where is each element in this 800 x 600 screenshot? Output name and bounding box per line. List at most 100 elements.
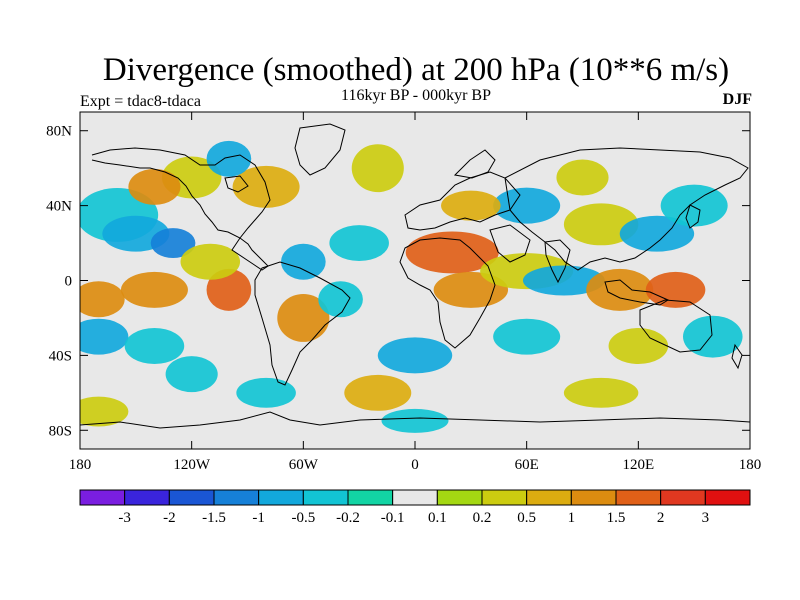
chart-title: Divergence (smoothed) at 200 hPa (10**6 … xyxy=(102,52,730,88)
colorbar-label: -0.1 xyxy=(381,510,405,526)
colorbar-label: -3 xyxy=(118,510,131,526)
divergence-patch xyxy=(381,408,449,433)
lat-label: 40S xyxy=(49,348,72,364)
coastline-hudson xyxy=(224,175,249,193)
divergence-patch xyxy=(405,231,499,274)
lat-label: 80N xyxy=(46,124,72,140)
colorbar-swatch xyxy=(213,489,260,506)
colorbar-label: 0.1 xyxy=(428,510,447,526)
divergence-patch xyxy=(351,144,404,193)
colorbar-swatch xyxy=(392,489,438,506)
coastlines xyxy=(80,123,750,429)
coastline-asia xyxy=(504,147,749,271)
divergence-patch xyxy=(80,396,129,427)
colorbar-swatch xyxy=(258,489,304,506)
longitude-axis: 180 120W 60W 0 60E 120E 180 xyxy=(69,112,762,473)
colorbar-label: -1.5 xyxy=(202,510,226,526)
divergence-patch xyxy=(180,243,241,280)
divergence-patch xyxy=(522,265,605,296)
coastline-india xyxy=(544,239,571,284)
divergence-patch xyxy=(80,281,125,318)
lat-label: 80S xyxy=(49,423,72,439)
colorbar-swatch xyxy=(168,489,215,506)
lon-label: 60W xyxy=(289,457,319,473)
lon-label: 180 xyxy=(739,457,762,473)
divergence-patch xyxy=(80,318,129,355)
divergence-patch xyxy=(608,328,669,365)
coastline-south-america xyxy=(254,261,351,386)
colorbar-label: 3 xyxy=(702,510,710,526)
lon-label: 0 xyxy=(411,457,419,473)
coastline-indonesia xyxy=(604,279,670,306)
divergence-patch xyxy=(619,215,695,252)
colorbar-label: -0.5 xyxy=(291,510,315,526)
divergence-patch xyxy=(206,268,252,311)
divergence-patch xyxy=(281,243,326,280)
colorbar-label: 2 xyxy=(657,510,665,526)
coastline-australia xyxy=(639,299,713,353)
divergence-patch xyxy=(329,225,389,262)
coastline-greenland xyxy=(294,123,346,176)
colorbar-label: 1.5 xyxy=(607,510,626,526)
divergence-patch xyxy=(660,184,728,227)
chart-subtitle: 116kyr BP - 000kyr BP xyxy=(341,87,491,104)
divergence-patch xyxy=(441,190,501,221)
coastline-scandinavia xyxy=(453,149,496,179)
colorbar-swatch xyxy=(704,489,751,506)
colorbar-label: 1 xyxy=(568,510,576,526)
lat-label: 0 xyxy=(65,274,73,290)
divergence-field xyxy=(80,140,743,433)
season-label: DJF xyxy=(722,91,752,108)
divergence-patch xyxy=(165,356,218,393)
coastline-arabia xyxy=(489,224,531,263)
colorbar-swatch xyxy=(79,489,126,506)
divergence-patch xyxy=(683,315,743,358)
coastline-antarctica xyxy=(80,411,750,429)
colorbar-label: -2 xyxy=(163,510,176,526)
coastline-north-america xyxy=(91,147,271,271)
colorbar: -3 -2 -1.5 -1 -0.5 -0.2 -0.1 0.1 0.2 0.5 1 1.5 2 3 xyxy=(79,489,751,526)
divergence-patch xyxy=(493,318,561,355)
lon-label: 180 xyxy=(69,457,92,473)
colorbar-swatch xyxy=(302,489,349,506)
colorbar-label: 0.5 xyxy=(517,510,536,526)
colorbar-swatch xyxy=(526,489,572,506)
divergence-patch xyxy=(563,203,639,246)
divergence-patch xyxy=(206,140,252,177)
colorbar-swatch xyxy=(570,489,617,506)
divergence-patch xyxy=(236,377,296,408)
divergence-patch xyxy=(493,187,561,224)
colorbar-swatch xyxy=(436,489,483,506)
colorbar-label: 0.2 xyxy=(473,510,492,526)
latitude-axis: 80N 40N 0 40S 80S xyxy=(46,124,750,439)
coastline-new-zealand xyxy=(731,343,743,370)
divergence-patch xyxy=(120,271,188,308)
colorbar-swatch xyxy=(615,489,662,506)
divergence-patch xyxy=(344,374,412,411)
divergence-patch xyxy=(277,293,330,342)
colorbar-swatch xyxy=(124,489,170,506)
colorbar-label: -0.2 xyxy=(336,510,360,526)
divergence-patch xyxy=(563,377,639,408)
divergence-patch xyxy=(150,228,196,259)
divergence-patch xyxy=(318,281,363,318)
coastline-japan xyxy=(685,204,701,229)
lon-label: 120E xyxy=(622,457,654,473)
divergence-patch xyxy=(377,337,453,374)
lon-label: 60E xyxy=(515,457,539,473)
colorbar-label: -1 xyxy=(252,510,265,526)
divergence-patch xyxy=(124,328,185,365)
colorbar-swatch xyxy=(481,489,528,506)
colorbar-swatch xyxy=(660,489,706,506)
colorbar-swatch xyxy=(347,489,394,506)
coastline-africa xyxy=(399,237,496,349)
divergence-patch xyxy=(586,268,654,311)
divergence-patch xyxy=(556,159,609,196)
lat-label: 40N xyxy=(46,199,72,215)
experiment-label: Expt = tdac8-tdaca xyxy=(80,93,201,110)
map-plot-area xyxy=(80,112,750,449)
divergence-patch xyxy=(645,271,706,308)
divergence-patch xyxy=(128,168,181,205)
lon-label: 120W xyxy=(173,457,211,473)
